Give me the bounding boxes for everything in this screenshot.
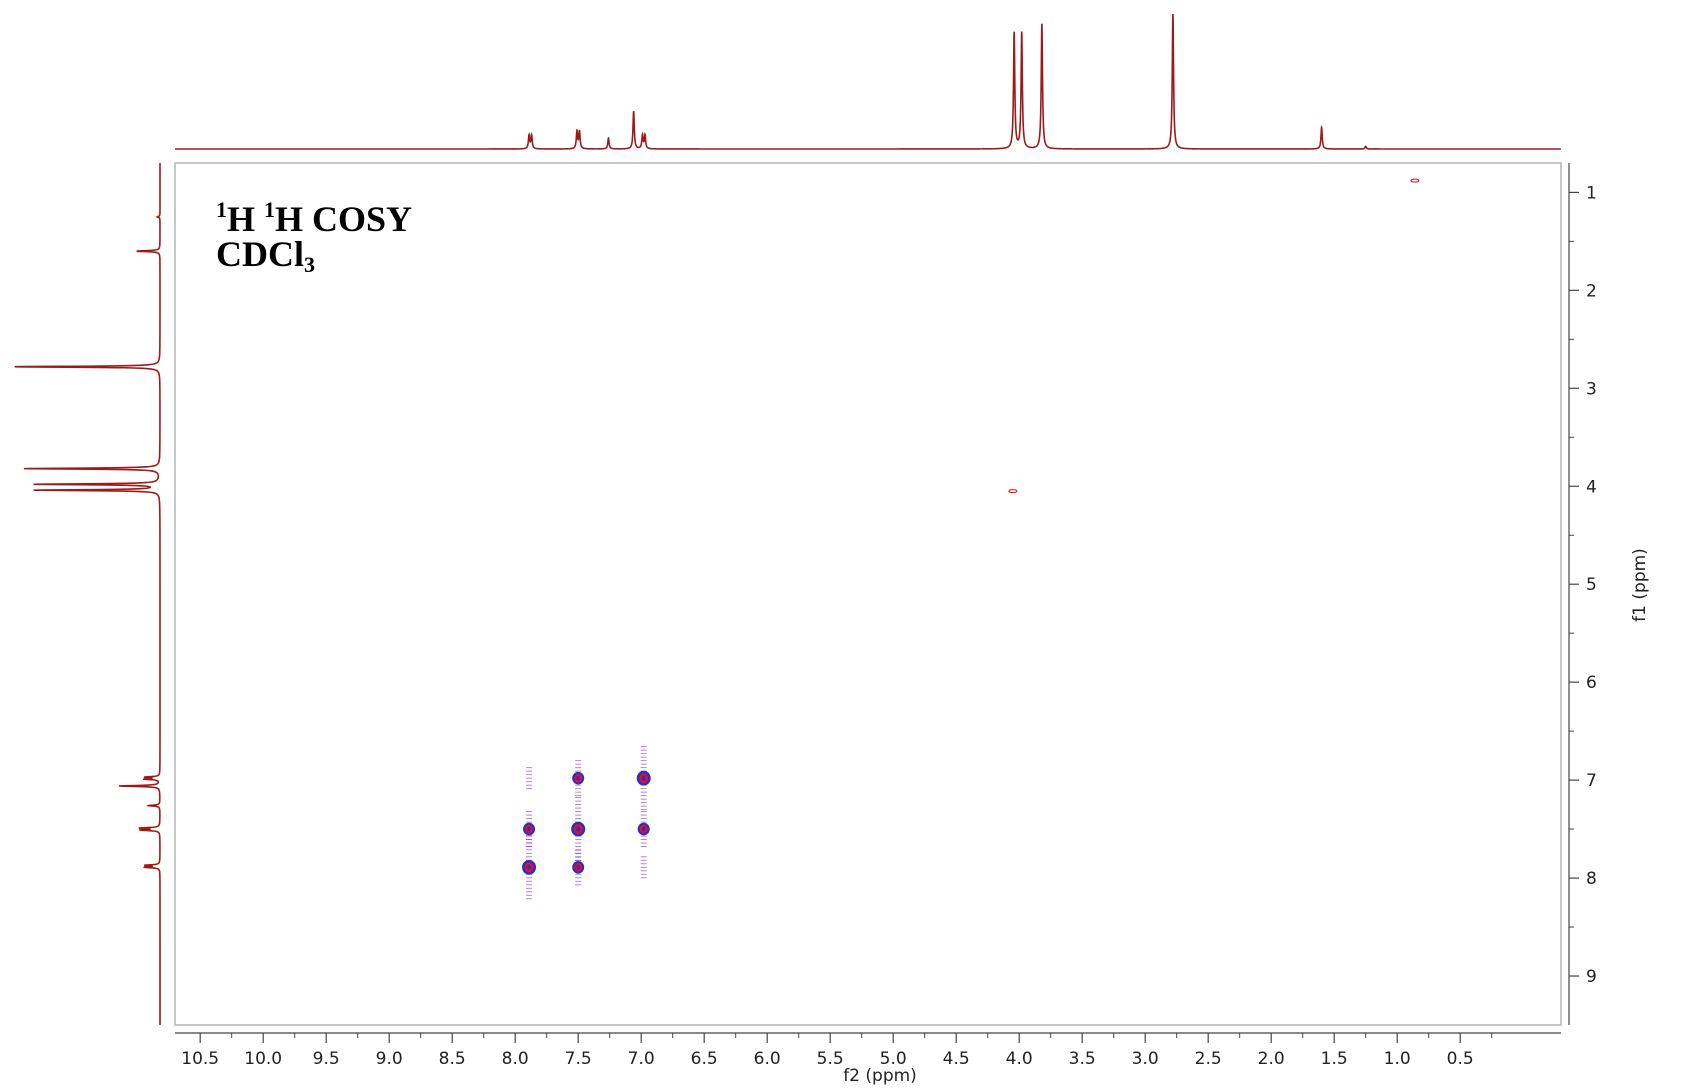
x-tick-label: 1.0 — [1384, 1049, 1411, 1069]
x-tick-label: 4.5 — [943, 1049, 970, 1069]
cross-peak — [1008, 489, 1018, 494]
cross-peak — [572, 849, 585, 886]
x-tick-label: 6.0 — [754, 1049, 781, 1069]
plot-frame — [174, 162, 1562, 1026]
cross-peak — [526, 767, 533, 790]
x-tick-label: 8.5 — [439, 1049, 466, 1069]
x-tick-label: 7.0 — [628, 1049, 655, 1069]
solvent-part: CDCl — [216, 234, 304, 274]
x-tick-label: 2.5 — [1195, 1049, 1222, 1069]
x-axis-label: f2 (ppm) — [843, 1066, 917, 1086]
label-sup-1: 1 — [216, 197, 227, 222]
x-tick-label: 3.5 — [1069, 1049, 1096, 1069]
x-tick-label: 10.5 — [181, 1049, 219, 1069]
y-tick-label: 6 — [1586, 673, 1597, 693]
cross-peak-contour — [576, 776, 580, 781]
x-tick-label: 5.5 — [817, 1049, 844, 1069]
x-tick-label: 1.5 — [1321, 1049, 1348, 1069]
cross-peaks — [522, 178, 1420, 900]
y-tick-label: 8 — [1586, 869, 1597, 889]
cross-peak-contour — [527, 864, 532, 870]
x-tick-label: 0.5 — [1447, 1049, 1474, 1069]
cross-peak — [523, 811, 536, 848]
cross-peak — [572, 760, 585, 797]
y-tick-label: 9 — [1586, 967, 1597, 987]
cross-peak — [522, 835, 537, 900]
cross-peak — [571, 797, 586, 862]
experiment-label: 1H 1H COSY — [216, 188, 412, 241]
x-axis-ticks: 10.5 10.0 9.5 9.0 8.5 8.0 7.5 7.0 6.5 6.0 5.5 5.0 4.… — [181, 1033, 1493, 1069]
cross-peak-contour — [1410, 178, 1420, 183]
y-axis-ticks: 1 2 3 4 5 6 7 8 9 — [1569, 183, 1597, 987]
x-tick-label: 7.5 — [565, 1049, 592, 1069]
label-sup-2: 1 — [264, 197, 276, 222]
top-projection — [175, 13, 1561, 150]
cross-peak-contour — [576, 865, 580, 870]
cross-peak-contour — [641, 775, 646, 781]
y-tick-label: 3 — [1586, 379, 1597, 399]
x-tick-label: 10.0 — [244, 1049, 282, 1069]
cross-peak-contour — [527, 826, 531, 832]
x-tick-label: 9.0 — [376, 1049, 403, 1069]
y-axis-label: f1 (ppm) — [1630, 548, 1650, 622]
x-tick-label: 9.5 — [313, 1049, 340, 1069]
left-projection — [14, 163, 161, 1025]
cross-peak-contour — [1008, 489, 1018, 494]
x-tick-label: 3.0 — [1132, 1049, 1159, 1069]
solvent-subscript: 3 — [304, 252, 315, 277]
cross-peak-contour — [642, 826, 646, 832]
y-tick-label: 5 — [1586, 575, 1597, 595]
x-tick-label: 4.0 — [1006, 1049, 1033, 1069]
cross-peak — [1410, 178, 1420, 183]
y-tick-label: 4 — [1586, 477, 1597, 497]
y-tick-label: 1 — [1586, 183, 1597, 203]
x-tick-label: 8.0 — [502, 1049, 529, 1069]
y-tick-label: 7 — [1586, 771, 1597, 791]
cross-peak — [636, 746, 651, 811]
x-tick-label: 2.0 — [1258, 1049, 1285, 1069]
x-tick-label: 6.5 — [691, 1049, 718, 1069]
solvent-label: CDCl3 — [216, 232, 315, 287]
left-projection-trace — [14, 163, 161, 1025]
cross-peak — [637, 811, 650, 848]
cross-peak — [640, 856, 647, 879]
x-tick-label: 5.0 — [880, 1049, 907, 1069]
cross-peak-contour — [576, 826, 581, 832]
label-part-1: H — [227, 199, 265, 239]
top-projection-trace — [175, 13, 1561, 150]
y-tick-label: 2 — [1586, 281, 1597, 301]
label-part-2: H COSY — [275, 199, 413, 239]
